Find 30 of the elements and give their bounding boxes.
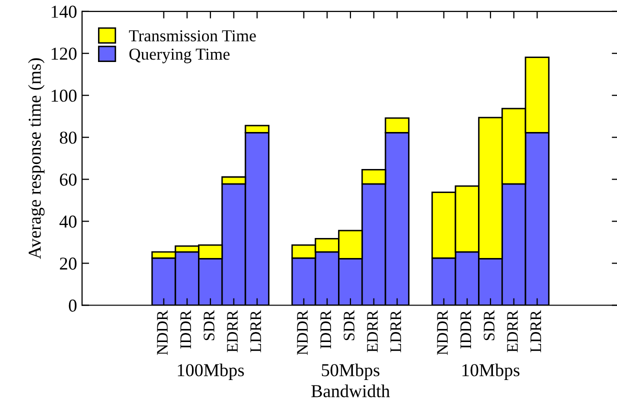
x-tick-label: EDRR	[367, 310, 378, 352]
y-tick-label: 140	[52, 6, 77, 18]
x-tick-label: NDDR	[157, 310, 168, 355]
legend-label: Transmission Time	[129, 30, 256, 42]
text: 100Mbps	[178, 364, 244, 380]
y-tick-label: 120	[52, 48, 77, 60]
x-tick-label: LDRR	[390, 310, 402, 352]
x-tick-label: SDR	[344, 310, 354, 340]
text: 10Mbps	[462, 364, 520, 380]
legend-label: Querying Time	[129, 48, 230, 64]
x-tick-label: SDR	[484, 310, 494, 340]
x-tick-label: LDRR	[250, 310, 261, 352]
x-tick-label: EDRR	[227, 310, 238, 352]
x-axis-title: Bandwidth	[311, 384, 390, 398]
y-tick-label: 60	[60, 174, 77, 186]
x-tick-label: IDDR	[180, 310, 191, 349]
y-tick-label: 80	[60, 132, 77, 144]
y-tick-label: 20	[60, 258, 77, 270]
text: 50Mbps	[322, 364, 380, 380]
x-tick-label: IDDR	[460, 310, 472, 349]
y-tick-label: 40	[59, 216, 77, 228]
x-tick-label: NDDR	[437, 310, 448, 355]
x-tick-label: NDDR	[297, 310, 308, 355]
y-tick-label: 0	[68, 300, 77, 312]
x-tick-label: LDRR	[530, 310, 542, 352]
x-tick-label: IDDR	[320, 310, 331, 349]
y-tick-label: 100	[52, 90, 77, 102]
y-axis-title: Average response time (ms)	[28, 58, 45, 260]
x-tick-label: SDR	[204, 310, 214, 340]
x-tick-label: EDRR	[507, 310, 518, 352]
